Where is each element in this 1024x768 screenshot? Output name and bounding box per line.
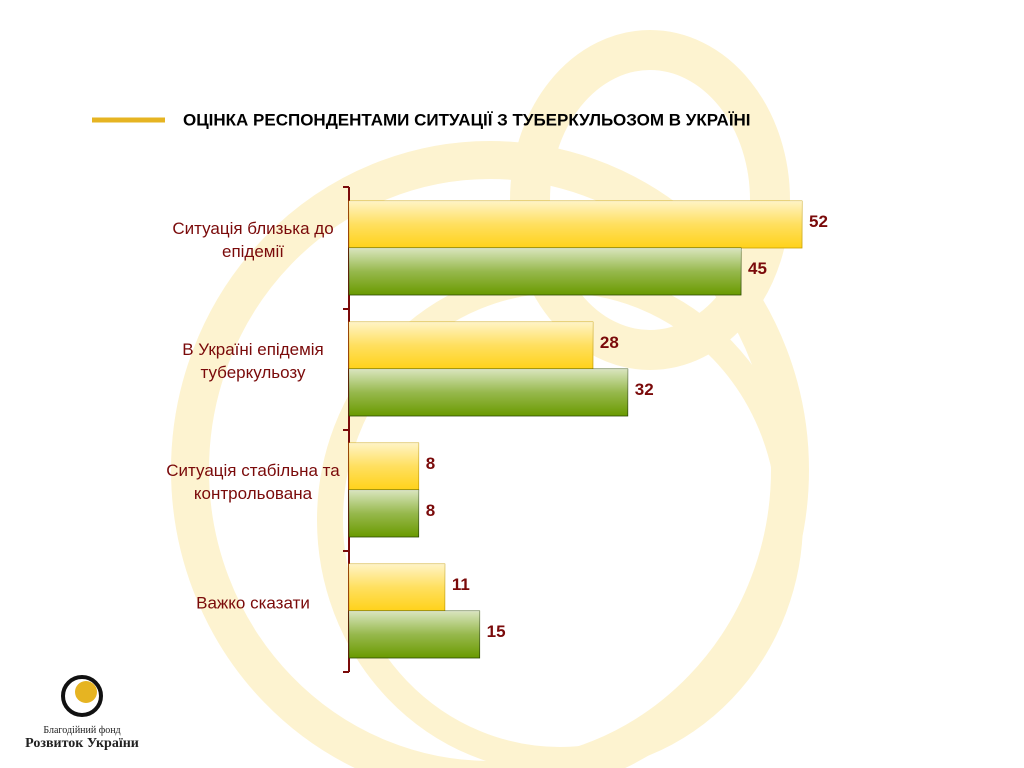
value-label: 15 (487, 622, 506, 641)
value-label: 8 (426, 501, 435, 520)
bar-shine (349, 322, 593, 369)
value-label: 45 (748, 259, 767, 278)
bar-shine (349, 369, 628, 416)
bar-shine (349, 490, 419, 537)
category-label: Ситуація близька до епідемії (172, 218, 334, 261)
bar-shine (349, 564, 445, 611)
value-label: 32 (635, 380, 654, 399)
bar-shine (349, 611, 480, 658)
value-label: 52 (809, 212, 828, 231)
category-label: Важко сказати (196, 593, 310, 612)
logo-line1: Благодійний фонд (43, 725, 121, 736)
logo: Благодійний фонд Розвиток України (22, 668, 142, 752)
bar-shine (349, 201, 802, 248)
value-label: 11 (452, 575, 470, 594)
value-label: 28 (600, 333, 619, 352)
bar-shine (349, 443, 419, 490)
logo-line2: Розвиток України (25, 736, 139, 751)
value-label: 8 (426, 454, 435, 473)
bar-shine (349, 248, 742, 295)
category-label: В Україні епідемія туберкульозу (182, 339, 324, 382)
logo-icon (61, 675, 103, 717)
chart-title: ОЦІНКА РЕСПОНДЕНТАМИ СИТУАЦІЇ З ТУБЕРКУЛ… (183, 110, 751, 129)
category-label: Ситуація стабільна та контрольована (166, 460, 340, 503)
